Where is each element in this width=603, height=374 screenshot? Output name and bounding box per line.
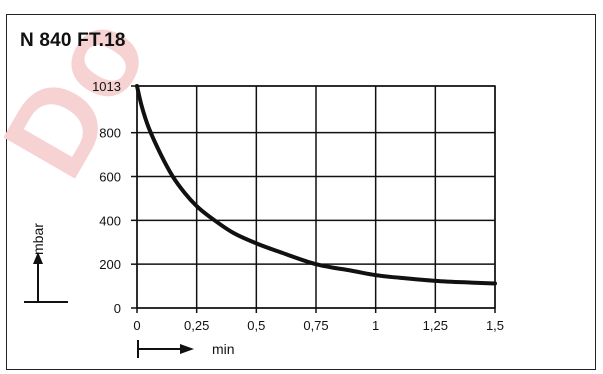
x-axis-arrow-head [180, 344, 194, 354]
x-tick-label: 1,25 [423, 318, 448, 333]
series-line [135, 84, 497, 286]
y-tick-label: 0 [114, 301, 121, 316]
y-axis-arrow-head [33, 252, 43, 264]
y-tick-label: 200 [99, 257, 121, 272]
y-axis-label-group: mbar [24, 223, 68, 303]
x-tick-label: 0 [133, 318, 140, 333]
y-tick-label: 800 [99, 126, 121, 141]
y-tick-label: 400 [99, 213, 121, 228]
x-tick-label: 0,75 [303, 318, 328, 333]
chart-frame [6, 14, 596, 370]
y-axis-label: mbar [30, 223, 46, 255]
x-tick-label: 0,5 [247, 318, 265, 333]
y-tick-label: 1013 [92, 79, 121, 94]
chart-title: N 840 FT.18 [20, 30, 126, 51]
x-tick-label: 1 [372, 318, 379, 333]
y-tick-label: 600 [99, 170, 121, 185]
x-axis-label-group: min [137, 340, 235, 358]
x-tick-label: 0,25 [184, 318, 209, 333]
x-axis-label: min [212, 341, 235, 357]
x-tick-label: 1,5 [486, 318, 504, 333]
